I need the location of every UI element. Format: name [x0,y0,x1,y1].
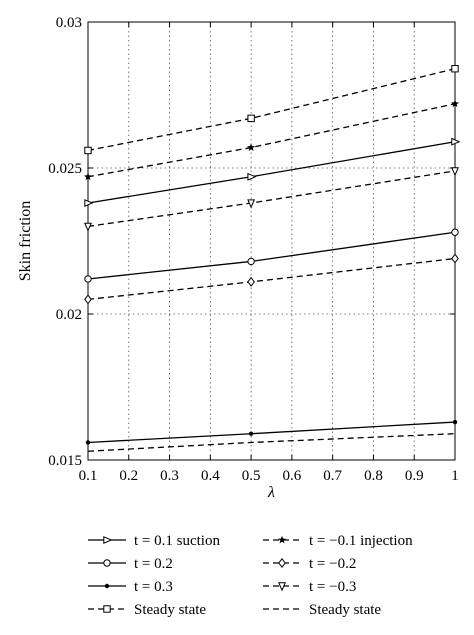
legend-swatch-marker [104,583,110,589]
data-point [451,228,459,236]
data-point [247,143,256,151]
legend-item: t = −0.2 [263,556,356,572]
data-point [247,257,255,266]
legend-swatch-marker [278,535,286,544]
series-line [87,231,456,280]
series-line [87,68,456,152]
x-tick-label: 0.4 [201,468,220,484]
data-point [247,199,256,209]
legend-item: Steady state [263,602,381,618]
series-line [87,170,456,228]
data-point [247,276,255,287]
legend-item: t = 0.1 suction [88,533,220,549]
legend-label: t = 0.2 [134,556,173,572]
legend-item: t = −0.1 injection [263,533,413,549]
legend-swatch-marker [103,605,111,613]
y-tick-label: 0.03 [56,15,82,31]
legend-item: t = 0.3 [88,579,173,595]
legend-label: t = 0.3 [134,579,173,595]
series-8 [87,433,456,452]
legend-item: Steady state [88,602,206,618]
data-point [451,137,461,146]
data-point [84,172,92,181]
legend-label: t = −0.3 [309,579,356,595]
data-point [85,440,91,445]
series-2 [84,228,459,283]
x-tick-label: 0.8 [364,468,383,484]
x-tick-label: 1 [451,468,459,484]
y-tick-label: 0.02 [56,307,82,323]
data-point [84,222,92,232]
series-line [87,433,456,452]
data-point [451,99,459,108]
y-tick-label: 0.025 [48,161,82,177]
legend-label: t = −0.1 injection [309,533,413,549]
legend-item: t = −0.3 [263,579,356,595]
legend: t = 0.1 suction t = 0.2 t = 0.3 Steady stat… [88,533,413,618]
legend-label: Steady state [309,602,381,618]
data-point [451,65,459,73]
data-point [84,199,94,208]
series-3 [85,419,458,445]
x-tick-label: 0.7 [323,468,342,484]
grid-lines [88,22,455,460]
x-tick-label: 0.2 [119,468,138,484]
y-tick-label: 0.015 [48,453,82,469]
series-line [87,257,456,301]
series-group [84,65,461,452]
x-tick-label: 0.5 [242,468,261,484]
legend-label: Steady state [134,602,206,618]
axes: 0.1 0.2 0.3 0.4 0.5 0.6 0.7 0.8 0.9 1 0.015 0.02 0.0… [48,15,459,484]
series-4 [84,65,459,155]
x-tick-label: 0.9 [405,468,424,484]
series-line [87,421,456,444]
plot-frame [87,21,456,461]
data-point [84,294,92,305]
data-point [451,167,459,177]
legend-swatch-marker [278,557,286,569]
legend-label: t = −0.2 [309,556,356,572]
data-point [84,275,92,283]
data-point [247,172,257,181]
legend-label: t = 0.1 suction [134,533,220,549]
series-1 [84,137,461,208]
y-axis-label: Skin friction [17,201,34,281]
legend-swatch-marker [103,559,111,567]
series-6 [84,253,459,305]
data-point [84,146,92,155]
data-point [451,253,459,264]
data-point [248,431,254,436]
legend-swatch-marker [278,582,286,592]
series-7 [84,167,459,232]
x-tick-label: 0.3 [160,468,179,484]
legend-item: t = 0.2 [88,556,173,572]
data-point [452,419,458,425]
series-line [87,141,456,204]
data-point [247,114,255,123]
legend-swatch-marker [103,536,113,544]
series-5 [84,99,459,181]
x-tick-label: 0.6 [283,468,302,484]
x-tick-label: 0.1 [79,468,98,484]
x-axis-label: λ [267,484,275,501]
